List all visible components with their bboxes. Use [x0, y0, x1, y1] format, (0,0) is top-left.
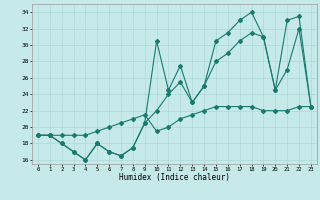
X-axis label: Humidex (Indice chaleur): Humidex (Indice chaleur)	[119, 173, 230, 182]
